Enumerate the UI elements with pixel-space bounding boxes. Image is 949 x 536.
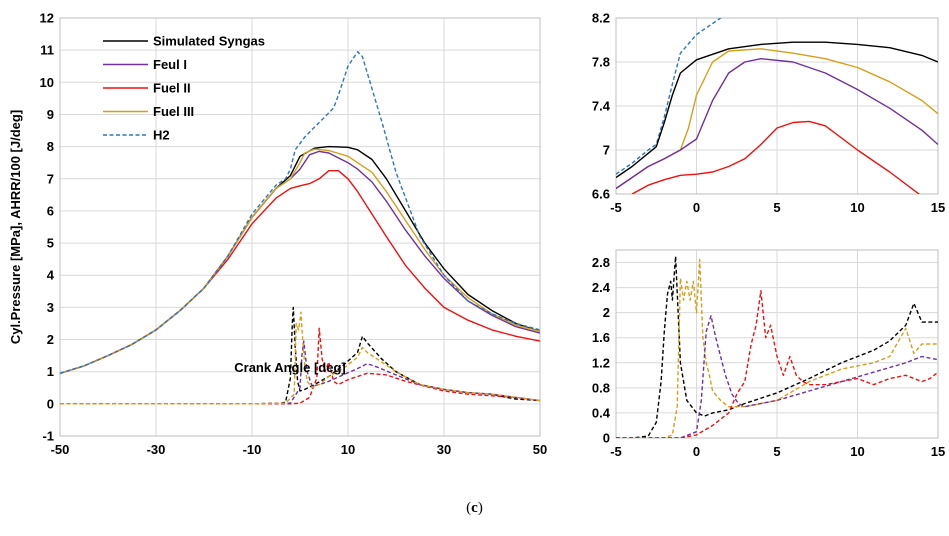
main-ytick-label: 2	[47, 332, 54, 347]
zoom-top-xtick-label: 0	[693, 200, 700, 215]
figure-caption: (c)	[466, 500, 483, 516]
zoom-bottom-plot-area	[615, 249, 939, 439]
legend-label: Feul I	[153, 57, 187, 72]
main-ytick-label: 6	[47, 203, 54, 218]
zoom-top-ytick-label: 6.6	[592, 187, 610, 202]
zoom-bottom-ytick-label: 2	[603, 305, 610, 320]
main-ytick-label: 9	[47, 107, 54, 122]
zoom-pressure-panel: 6.6 7 7.4 7.8 8.2 -5 0 5 10 15	[592, 11, 945, 216]
zoom-top-series-line	[631, 120, 921, 194]
main-ytick-label: 0	[47, 396, 54, 411]
zoom-top-plot-area	[615, 17, 939, 195]
zoom-top-xtick-label: 5	[773, 200, 780, 215]
main-series-line	[60, 311, 540, 405]
zoom-top-ytick-label: 8.2	[592, 11, 610, 26]
zoom-top-xtick-label: 10	[850, 200, 864, 215]
main-series-line	[60, 306, 540, 405]
main-series-line	[60, 169, 540, 374]
main-ytick-label: -1	[42, 429, 54, 444]
zoom-bottom-xtick-label: 0	[693, 444, 700, 459]
legend-label: Fuel II	[153, 81, 191, 96]
main-xtick-label: -30	[147, 442, 166, 457]
zoom-top-ytick-label: 7.8	[592, 55, 610, 70]
zoom-bottom-ytick-label: 2.8	[592, 255, 610, 270]
main-xtick-label: 10	[341, 442, 355, 457]
main-ytick-label: 12	[40, 11, 54, 26]
main-ytick-label: 1	[47, 364, 54, 379]
zoom-bottom-ytick-label: 2.4	[592, 280, 611, 295]
legend: Simulated Syngas Feul I Fuel II Fuel III H2	[103, 34, 265, 143]
main-ytick-label: 11	[40, 43, 54, 58]
main-ytick-label: 4	[47, 268, 55, 283]
zoom-bottom-ytick-label: 1.6	[592, 330, 610, 345]
zoom-bottom-series-line	[616, 315, 938, 438]
main-xtick-label: 50	[533, 442, 547, 457]
zoom-bottom-series-line	[616, 258, 938, 438]
main-series-line	[60, 51, 540, 374]
zoom-bottom-xtick-label: 5	[773, 444, 780, 459]
main-ytick-label: 7	[47, 171, 54, 186]
zoom-top-xtick-label: -5	[610, 200, 622, 215]
main-ytick-label: 10	[40, 75, 54, 90]
legend-label: Simulated Syngas	[153, 34, 265, 49]
zoom-top-ytick-label: 7	[603, 143, 610, 158]
zoom-bottom-series-line	[616, 290, 938, 438]
zoom-bottom-xtick-label: 10	[850, 444, 864, 459]
main-ytick-label: 5	[47, 236, 54, 251]
legend-label: H2	[153, 128, 170, 143]
zoom-bottom-xtick-label: 15	[931, 444, 945, 459]
main-plot-area	[59, 17, 541, 437]
y-axis-title: Cyl.Pressure [MPa], AHRR/100 [J/deg]	[8, 110, 23, 344]
main-ytick-label: 8	[47, 139, 54, 154]
zoom-top-series-line	[616, 41, 938, 179]
zoom-bottom-ytick-label: 1.2	[592, 355, 610, 370]
zoom-ahrr-panel: 00.40.81.21.622.42.8-5 0 5 10 15	[592, 249, 945, 459]
main-xtick-label: 30	[437, 442, 451, 457]
zoom-bottom-ytick-label: 0.8	[592, 380, 610, 395]
main-xtick-label: -50	[51, 442, 70, 457]
legend-label: Fuel III	[153, 104, 194, 119]
zoom-top-xtick-label: 15	[931, 200, 945, 215]
main-series-line	[60, 327, 540, 405]
zoom-top-series-line	[616, 58, 938, 190]
zoom-bottom-ytick-label: 0.4	[592, 405, 611, 420]
x-axis-title: Crank Angle [deg]	[234, 360, 345, 375]
zoom-top-series-line	[616, 18, 722, 175]
zoom-bottom-xtick-label: -5	[610, 444, 622, 459]
zoom-top-ytick-label: 7.4	[592, 99, 611, 114]
zoom-bottom-ytick-label: 0	[603, 431, 610, 446]
main-ytick-label: 3	[47, 300, 54, 315]
main-xtick-label: -10	[243, 442, 262, 457]
zoom-bottom-series-line	[616, 255, 938, 438]
